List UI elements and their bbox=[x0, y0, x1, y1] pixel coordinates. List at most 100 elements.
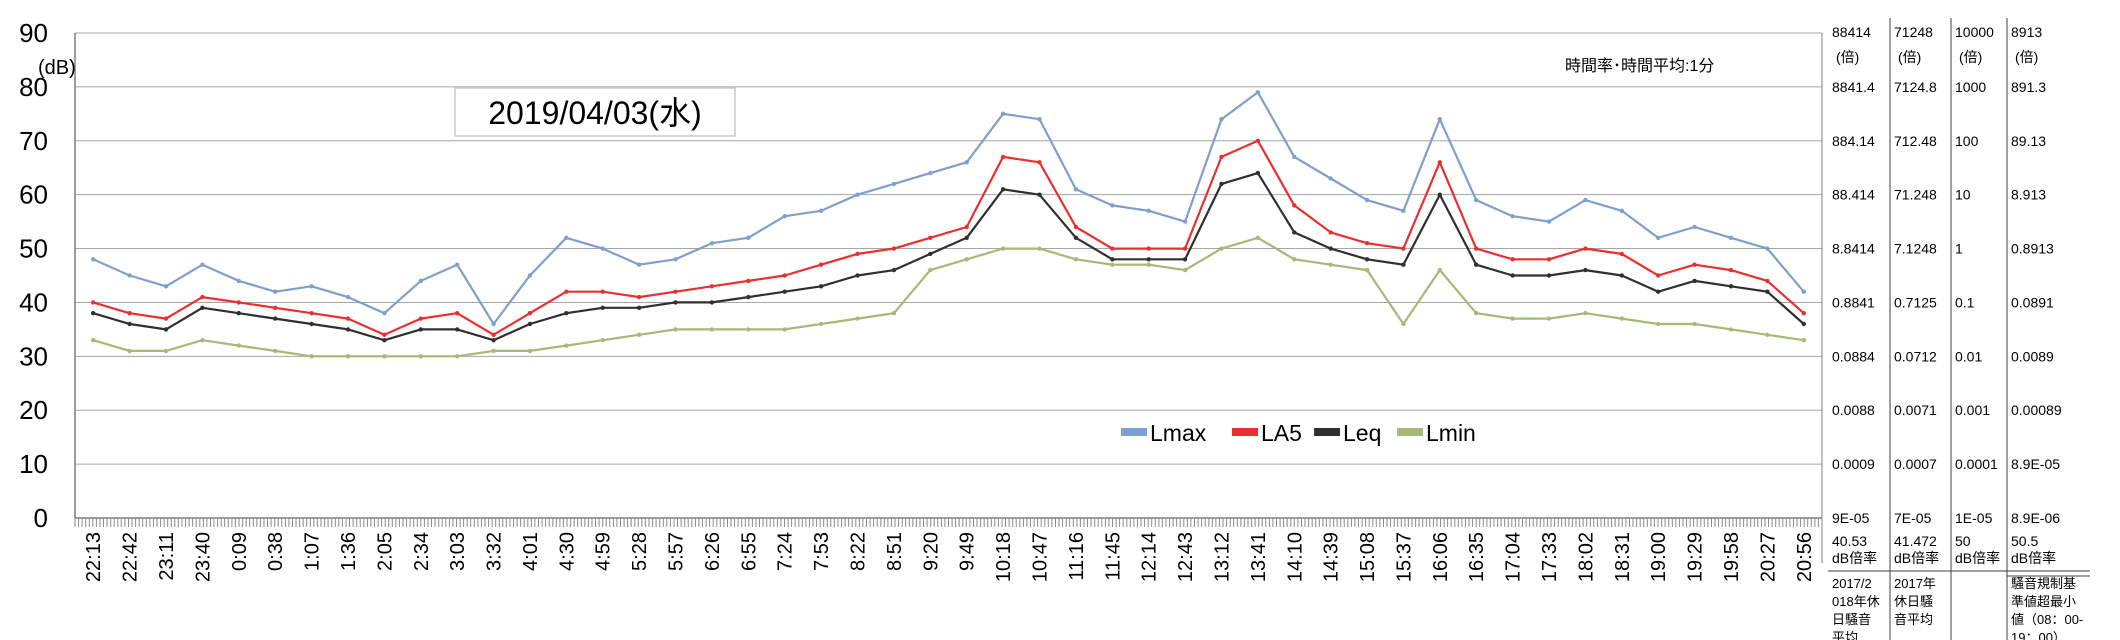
data-point-lmin bbox=[891, 311, 897, 316]
data-point-lmax bbox=[1510, 214, 1515, 219]
data-point-lmin bbox=[1073, 257, 1079, 262]
data-point-lmax bbox=[1619, 208, 1625, 213]
x-tick-label: 12:43 bbox=[1175, 532, 1197, 582]
data-point-lmax bbox=[527, 273, 533, 278]
x-tick-label: 20:27 bbox=[1757, 532, 1779, 582]
data-point-lmin bbox=[636, 332, 642, 337]
data-point-leq bbox=[636, 305, 642, 310]
data-point-la5 bbox=[1619, 251, 1625, 257]
right-ratio-axes: 88414 (倍) 9E-05 0.0009 0.0088 0.0884 0.8841 8.8… bbox=[1828, 18, 2090, 640]
x-axis-minute-ticks bbox=[74, 518, 1823, 527]
data-point-lmin bbox=[527, 348, 533, 354]
legend-swatch-lmin bbox=[1397, 428, 1423, 436]
data-point-la5 bbox=[1110, 246, 1115, 251]
legend-label-leq: Leq bbox=[1343, 420, 1381, 446]
data-point-lmax bbox=[964, 160, 969, 165]
x-tick-label: 19:00 bbox=[1648, 532, 1670, 582]
data-point-leq bbox=[491, 338, 496, 343]
ratio-axis-note-line: 2017/2 bbox=[1832, 576, 1872, 591]
data-point-lmin bbox=[163, 348, 169, 354]
data-point-la5 bbox=[600, 289, 605, 294]
data-point-la5 bbox=[564, 289, 569, 294]
data-point-lmax bbox=[1474, 197, 1479, 203]
ratio-axis-note-line: 19：00） bbox=[2011, 630, 2066, 640]
series-line-lmin bbox=[92, 236, 1804, 358]
data-point-la5 bbox=[1765, 278, 1770, 284]
ratio-axis-tick-label: 891.3 bbox=[2011, 79, 2046, 95]
data-point-lmax bbox=[1328, 176, 1333, 181]
ratio-axis-tick-label: 884.14 bbox=[1832, 133, 1875, 149]
ratio-axis-footer-value: 50 bbox=[1955, 533, 1971, 549]
data-point-lmin bbox=[1474, 311, 1479, 316]
date-title-box bbox=[454, 87, 736, 137]
data-point-leq bbox=[1182, 257, 1188, 262]
data-point-lmin bbox=[709, 327, 715, 332]
ratio-axis-tick-label: 100 bbox=[1955, 133, 1979, 149]
x-tick-label: 15:08 bbox=[1357, 532, 1379, 582]
data-point-la5 bbox=[1801, 311, 1807, 316]
data-point-leq bbox=[163, 327, 169, 332]
x-tick-label: 23:11 bbox=[156, 532, 178, 581]
data-point-lmin bbox=[1437, 267, 1443, 273]
ratio-axis-header: 8913 bbox=[2011, 24, 2042, 40]
data-point-lmin bbox=[855, 316, 860, 321]
plot-area bbox=[91, 90, 1807, 359]
data-point-lmin bbox=[1146, 262, 1151, 267]
data-point-leq bbox=[564, 311, 569, 316]
ratio-axis-tick-label: 0.7125 bbox=[1894, 294, 1937, 310]
data-point-leq bbox=[200, 305, 205, 310]
y-tick-label: 70 bbox=[19, 126, 48, 156]
data-point-la5 bbox=[855, 251, 860, 257]
data-point-la5 bbox=[1401, 246, 1406, 251]
ratio-axis-header-unit: (倍) bbox=[1959, 49, 1982, 65]
ratio-axis-tick-label: 712.48 bbox=[1894, 133, 1937, 149]
data-point-lmax bbox=[1765, 246, 1770, 251]
x-tick-label: 6:26 bbox=[702, 532, 724, 571]
data-point-la5 bbox=[345, 316, 351, 321]
x-tick-label: 7:53 bbox=[811, 532, 833, 571]
chart-title: 2019/04/03(水) bbox=[488, 95, 701, 131]
data-point-lmax bbox=[163, 284, 169, 289]
ratio-axis-tick-label: 8.913 bbox=[2011, 187, 2046, 203]
data-point-la5 bbox=[1073, 224, 1079, 230]
data-point-lmin bbox=[1801, 338, 1807, 343]
data-point-la5 bbox=[455, 311, 460, 316]
ratio-axis-footer-label: dB倍率 bbox=[1955, 550, 2000, 566]
data-point-leq bbox=[1073, 235, 1079, 240]
data-point-lmin bbox=[1364, 267, 1370, 273]
x-tick-label: 1:36 bbox=[338, 532, 360, 571]
x-tick-label: 3:32 bbox=[484, 532, 506, 571]
x-tick-label: 0:38 bbox=[265, 532, 287, 571]
data-point-leq bbox=[236, 311, 241, 316]
data-point-leq bbox=[1801, 321, 1807, 327]
data-point-lmax bbox=[636, 262, 642, 267]
data-point-la5 bbox=[1182, 246, 1188, 251]
ratio-axis-tick-label: 0.8913 bbox=[2011, 241, 2054, 257]
data-point-lmin bbox=[782, 327, 787, 332]
data-point-lmax bbox=[746, 235, 751, 240]
ratio-axis-tick-label: 0.8841 bbox=[1832, 294, 1875, 310]
data-point-lmax bbox=[1073, 187, 1079, 192]
x-tick-label: 17:33 bbox=[1539, 532, 1561, 582]
data-point-lmax bbox=[1110, 203, 1115, 208]
x-tick-label: 4:59 bbox=[593, 532, 615, 571]
ratio-axis-tick-label: 8.8414 bbox=[1832, 241, 1875, 257]
data-point-leq bbox=[1364, 257, 1370, 262]
data-point-la5 bbox=[273, 305, 278, 310]
data-point-lmax bbox=[1219, 117, 1224, 122]
legend-label-lmin: Lmin bbox=[1426, 420, 1476, 446]
data-point-leq bbox=[928, 251, 933, 257]
ratio-axis-note-line: 値（08：00- bbox=[2011, 612, 2083, 627]
ratio-axis-tick-label: 89.13 bbox=[2011, 133, 2046, 149]
data-point-leq bbox=[600, 305, 605, 310]
data-point-lmax bbox=[1801, 289, 1807, 294]
ratio-axis-note-line: 騒音規制基 bbox=[2011, 576, 2076, 591]
data-point-lmax bbox=[491, 321, 496, 327]
data-point-leq bbox=[1401, 262, 1406, 267]
data-point-leq bbox=[855, 273, 860, 278]
x-tick-label: 22:13 bbox=[83, 532, 105, 582]
x-tick-label: 17:04 bbox=[1503, 532, 1525, 582]
data-point-la5 bbox=[782, 273, 787, 278]
data-point-leq bbox=[1219, 181, 1224, 187]
data-point-lmin bbox=[600, 338, 605, 343]
